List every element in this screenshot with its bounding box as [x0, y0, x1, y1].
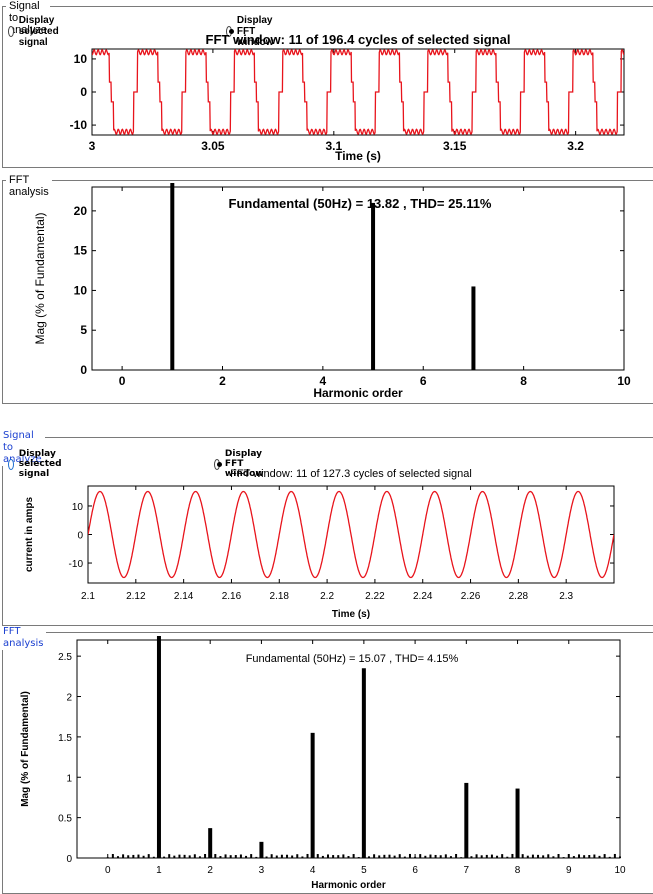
- x-tick-label: 2.18: [270, 591, 290, 602]
- y-tick-label: -10: [70, 118, 88, 132]
- fft-label-2: FFT analysis: [2, 626, 47, 650]
- x-tick-label: 2.14: [174, 591, 194, 602]
- harmonic-bar-5: [371, 202, 376, 370]
- waveform-chart-1: FFT window: 11 of 196.4 cycles of select…: [70, 32, 625, 163]
- harmonic-chart-2: Fundamental (50Hz) = 15.07 , THD= 4.15% 0…: [20, 636, 626, 891]
- radio-label: Display selected signal: [18, 449, 62, 479]
- y-tick-label: 20: [74, 204, 88, 218]
- y-tick-label: 10: [74, 52, 88, 66]
- harmonic-chart-1: Fundamental (50Hz) = 13.82 , THD= 25.11%…: [33, 183, 631, 400]
- plot-area: [91, 48, 625, 136]
- harmonic-bar-1: [156, 636, 161, 858]
- x-tick-label: 3.2: [567, 139, 584, 153]
- chart-title: FFT window: 11 of 196.4 cycles of select…: [206, 32, 511, 47]
- x-tick-label: 3: [259, 865, 265, 876]
- y-tick-label: 2.5: [58, 652, 72, 663]
- x-tick-label: 2.26: [461, 591, 481, 602]
- harmonic-bar-2: [208, 828, 213, 858]
- signal-frame-2: [2, 437, 653, 626]
- radio-icon-checked[interactable]: [214, 458, 222, 470]
- y-tick-label: 0: [77, 531, 83, 542]
- chart-title: Fundamental (50Hz) = 13.82 , THD= 25.11%: [229, 196, 492, 211]
- radio-label: Display FFT window: [236, 15, 274, 48]
- y-tick-label: 5: [80, 323, 87, 337]
- y-tick-label: -10: [69, 559, 84, 570]
- x-axis-label: Time (s): [332, 609, 370, 620]
- x-tick-label: 4: [310, 865, 316, 876]
- radio-label: Display FFT window: [224, 449, 264, 479]
- x-axis-label: Time (s): [335, 149, 381, 163]
- radio-selected-signal-1[interactable]: Display selected signal: [8, 15, 64, 48]
- x-tick-label: 2.2: [320, 591, 334, 602]
- x-tick-label: 3: [89, 139, 96, 153]
- x-tick-label: 7: [464, 865, 470, 876]
- y-tick-label: 1: [66, 773, 72, 784]
- harmonic-bar-5: [361, 668, 366, 858]
- plot-area: [91, 186, 625, 371]
- harmonic-bar-4: [310, 732, 315, 858]
- plot-area: [76, 639, 621, 859]
- x-tick-label: 3.05: [201, 139, 225, 153]
- waveform-chart-2: FFT window: 11 of 127.3 cycles of select…: [24, 468, 615, 620]
- chart-title: Fundamental (50Hz) = 15.07 , THD= 4.15%: [246, 653, 459, 665]
- y-tick-label: 10: [72, 502, 84, 513]
- y-tick-label: 0: [66, 854, 72, 865]
- harmonic-bar-7: [464, 782, 469, 858]
- x-tick-label: 5: [361, 865, 367, 876]
- x-tick-label: 2: [219, 374, 226, 388]
- fft-frame-1: [2, 180, 653, 404]
- radio-icon-checked[interactable]: [226, 26, 234, 37]
- radio-icon[interactable]: [8, 458, 14, 470]
- radio-fft-window-1[interactable]: Display FFT window: [226, 15, 279, 48]
- y-tick-label: 2: [66, 693, 72, 704]
- x-tick-label: 2: [207, 865, 213, 876]
- x-tick-label: 2.3: [559, 591, 573, 602]
- y-tick-label: 0: [80, 85, 87, 99]
- y-tick-label: 15: [74, 244, 88, 258]
- x-tick-label: 10: [614, 865, 626, 876]
- waveform-line: [88, 490, 614, 579]
- waveform-line: [92, 49, 624, 135]
- radio-icon[interactable]: [8, 26, 14, 37]
- signal-label-1: Signal to analyze: [6, 0, 50, 36]
- chart-title: FFT window: 11 of 127.3 cycles of select…: [230, 468, 472, 480]
- x-tick-label: 2.12: [126, 591, 146, 602]
- fft-label-1: FFT analysis: [6, 174, 52, 198]
- x-tick-label: 8: [520, 374, 527, 388]
- y-tick-label: 0.5: [58, 814, 72, 825]
- x-tick-label: 3.15: [443, 139, 467, 153]
- y-tick-label: 1.5: [58, 733, 72, 744]
- radio-selected-signal-2[interactable]: Display selected signal: [8, 449, 67, 479]
- x-tick-label: 2.1: [81, 591, 95, 602]
- x-tick-label: 9: [566, 865, 572, 876]
- x-axis-label: Harmonic order: [311, 880, 386, 891]
- radio-label: Display selected signal: [18, 15, 59, 48]
- radio-fft-window-2[interactable]: Display FFT window: [214, 449, 269, 479]
- x-tick-label: 0: [119, 374, 126, 388]
- y-tick-label: 10: [74, 283, 88, 297]
- harmonic-bar-1: [170, 183, 175, 370]
- x-tick-label: 3.1: [325, 139, 342, 153]
- x-tick-label: 6: [412, 865, 418, 876]
- x-axis-label: Harmonic order: [313, 386, 403, 400]
- x-tick-label: 4: [320, 374, 327, 388]
- x-tick-label: 2.16: [222, 591, 242, 602]
- harmonic-bar-3: [259, 841, 264, 858]
- x-tick-label: 10: [617, 374, 631, 388]
- harmonic-bar-7: [471, 286, 476, 370]
- y-axis-label: Mag (% of Fundamental): [20, 691, 31, 807]
- x-tick-label: 1: [156, 865, 162, 876]
- harmonic-bar-8: [515, 788, 520, 858]
- y-axis-label: current in amps: [24, 497, 35, 572]
- y-tick-label: 0: [80, 363, 87, 377]
- x-tick-label: 2.22: [365, 591, 385, 602]
- y-axis-label: Mag (% of Fundamental): [33, 212, 47, 344]
- x-tick-label: 8: [515, 865, 521, 876]
- x-tick-label: 0: [105, 865, 111, 876]
- x-tick-label: 2.24: [413, 591, 433, 602]
- x-tick-label: 6: [420, 374, 427, 388]
- x-tick-label: 2.28: [509, 591, 529, 602]
- signal-frame-1: [2, 6, 653, 168]
